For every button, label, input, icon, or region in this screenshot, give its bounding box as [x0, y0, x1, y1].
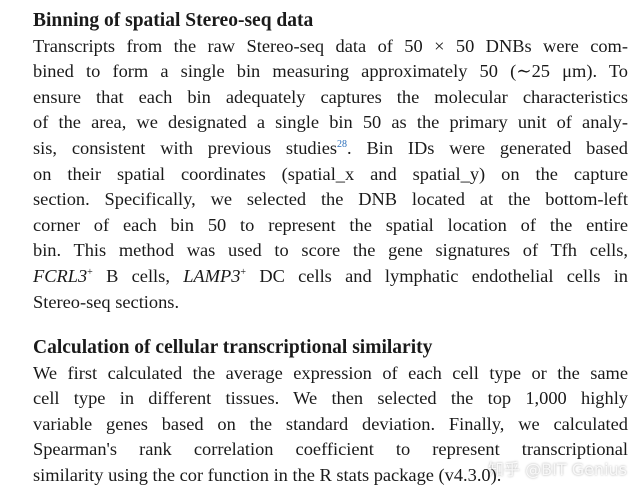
text-run: variable genes based on the standard dev… — [33, 413, 628, 434]
text-line: Transcripts from the raw Stereo-seq data… — [33, 34, 628, 60]
text-line: similarity using the cor function in the… — [33, 463, 628, 489]
text-line: ensure that each bin adequately captures… — [33, 85, 628, 111]
watermark: 知乎 @BIT Genius — [488, 460, 627, 479]
text-run: cell type in different tissues. We then … — [33, 388, 628, 409]
text-line: cell type in different tissues. We then … — [33, 386, 628, 412]
text-run: . Bin IDs were generated based — [347, 137, 628, 158]
text-line: variable genes based on the standard dev… — [33, 412, 628, 438]
text-line: bined to form a single bin measuring app… — [33, 59, 628, 85]
gene-name: LAMP3 — [183, 265, 241, 286]
text-line: Stereo-seq sections. — [33, 290, 628, 316]
text-line: We first calculated the average expressi… — [33, 361, 628, 387]
citation: 28 — [337, 138, 348, 150]
text-run: corner of each bin 50 to represent the s… — [33, 214, 628, 235]
text-line: on their spatial coordinates (spatial_x … — [33, 162, 628, 188]
text-line: bin. This method was used to score the g… — [33, 238, 628, 264]
text-run: bin. This method was used to score the g… — [33, 240, 628, 261]
superscript: + — [240, 266, 247, 278]
text-run: Stereo-seq sections. — [33, 291, 180, 312]
section: Calculation of cellular transcriptional … — [33, 335, 628, 489]
text-run: sis, consistent with previous studies — [33, 137, 338, 158]
text-run: We first calculated the average expressi… — [33, 362, 628, 383]
text-line: sis, consistent with previous studies28.… — [33, 136, 628, 162]
gene-name: FCRL3 — [33, 265, 88, 286]
text-run: similarity using the cor function in the… — [33, 464, 502, 485]
text-line: of the area, we designated a single bin … — [33, 110, 628, 136]
text-run: B cells, — [92, 265, 184, 286]
text-run: Transcripts from the raw Stereo-seq data… — [33, 35, 628, 56]
section-heading: Calculation of cellular transcriptional … — [33, 337, 433, 358]
text-run: of the area, we designated a single bin … — [33, 112, 628, 133]
text-line: section. Specifically, we selected the D… — [33, 187, 628, 213]
text-run: Spearman's rank correlation coefficient … — [33, 439, 628, 460]
text-run: bined to form a single bin measuring app… — [33, 61, 628, 82]
text-line: corner of each bin 50 to represent the s… — [33, 213, 628, 239]
text-run: ensure that each bin adequately captures… — [33, 86, 628, 107]
text-run: DC cells and lymphatic endothelial cells… — [246, 265, 628, 286]
text-run: section. Specifically, we selected the D… — [33, 189, 628, 210]
section-heading: Binning of spatial Stereo-seq data — [33, 10, 314, 31]
text-line: FCRL3+ B cells, LAMP3+ DC cells and lymp… — [33, 264, 628, 290]
superscript: + — [87, 266, 93, 278]
section: Binning of spatial Stereo-seq data Transc… — [33, 8, 628, 315]
text-run: on their spatial coordinates (spatial_x … — [33, 163, 628, 184]
text-line: Spearman's rank correlation coefficient … — [33, 437, 628, 463]
